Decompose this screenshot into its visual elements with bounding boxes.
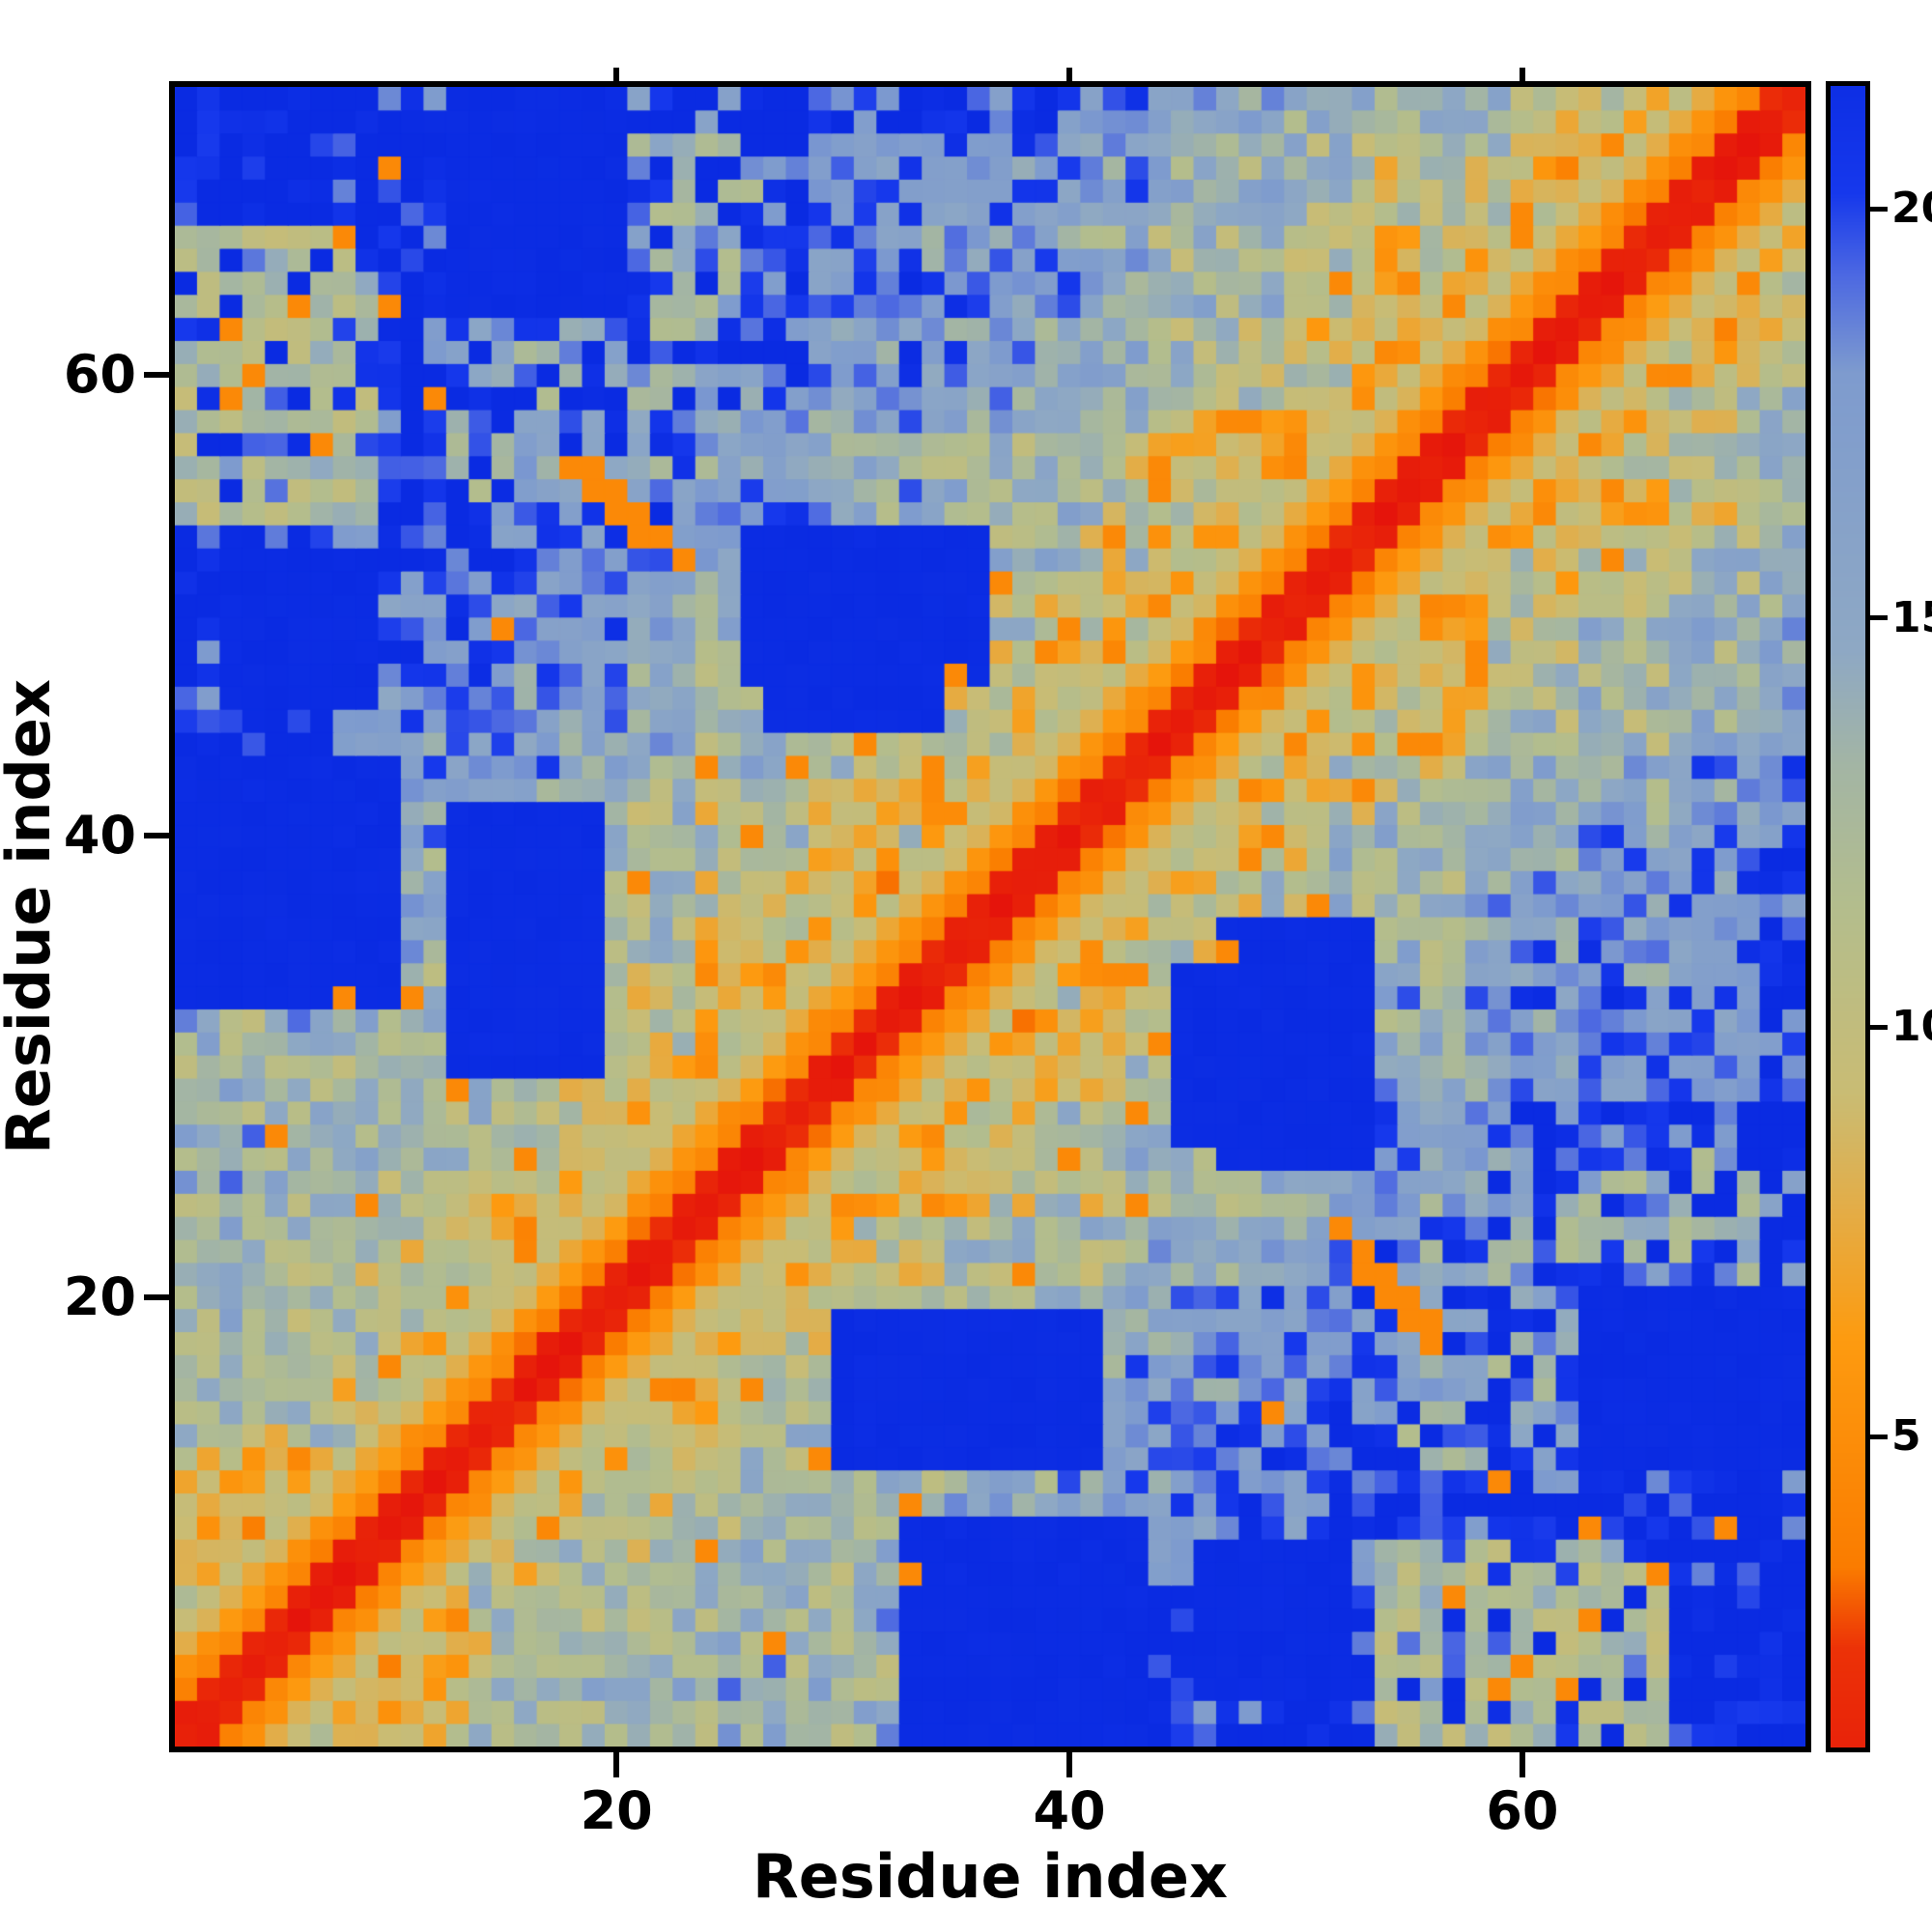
- x-tick-mark: [1066, 1752, 1073, 1777]
- x-tick-mark-top: [613, 68, 620, 81]
- y-tick-mark: [144, 372, 169, 379]
- y-tick-mark: [144, 1293, 169, 1300]
- x-tick-mark-top: [1066, 68, 1073, 81]
- colorbar-tick-label: 10: [1891, 1002, 1932, 1052]
- y-tick-mark: [144, 833, 169, 839]
- y-tick-label: 60: [63, 344, 136, 406]
- colorbar-canvas: [1831, 86, 1865, 1747]
- x-tick-mark: [613, 1752, 620, 1777]
- heatmap-plot: [169, 81, 1811, 1752]
- y-tick-label: 20: [63, 1265, 136, 1327]
- x-tick-mark: [1519, 1752, 1525, 1777]
- x-axis-label: Residue index: [753, 1841, 1228, 1912]
- colorbar-tick-label: 15: [1891, 592, 1932, 642]
- x-tick-mark-top: [1519, 68, 1525, 81]
- colorbar-tick-mark: [1870, 1024, 1888, 1030]
- y-tick-label: 40: [63, 805, 136, 867]
- x-tick-label: 20: [580, 1780, 653, 1841]
- colorbar-tick-mark: [1870, 206, 1888, 212]
- colorbar-tick-mark: [1870, 1434, 1888, 1439]
- x-tick-label: 40: [1033, 1780, 1106, 1841]
- heatmap-canvas: [175, 87, 1805, 1747]
- colorbar-tick-label: 20: [1891, 184, 1932, 234]
- colorbar-tick-mark: [1870, 615, 1888, 621]
- colorbar-tick-label: 5: [1891, 1411, 1921, 1462]
- y-axis-label: Residue index: [0, 679, 64, 1154]
- x-tick-label: 60: [1486, 1780, 1559, 1841]
- colorbar: [1826, 81, 1870, 1752]
